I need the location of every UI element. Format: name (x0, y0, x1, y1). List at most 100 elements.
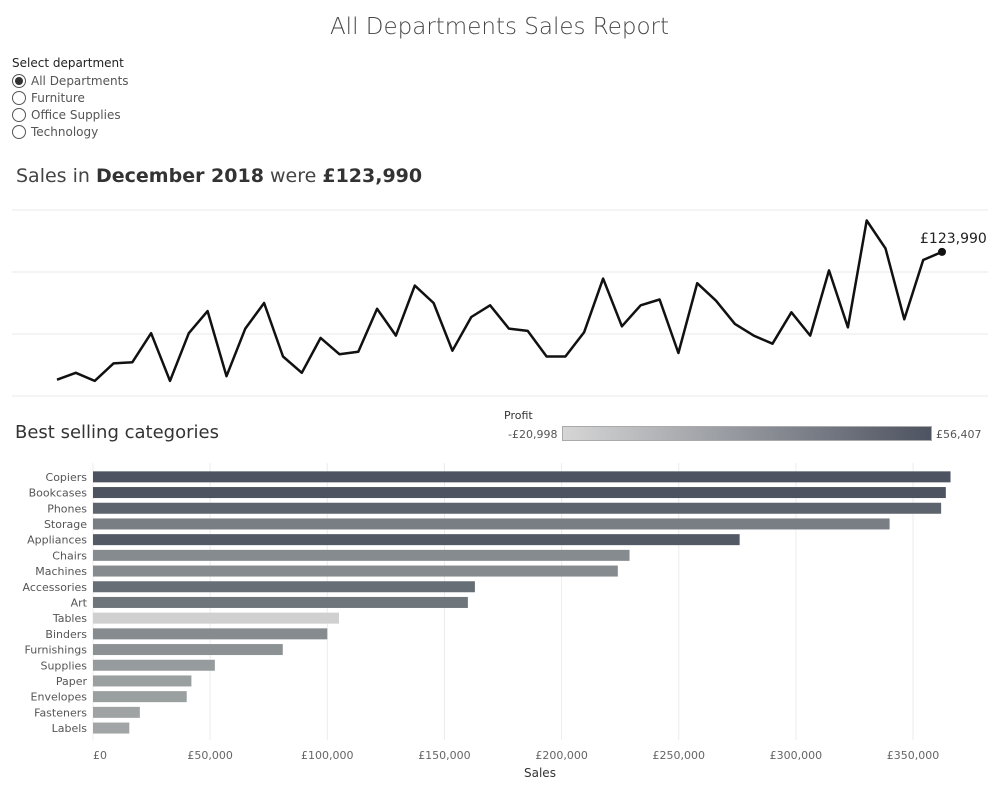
line-data-point[interactable] (281, 355, 284, 358)
line-data-point[interactable] (715, 299, 718, 302)
line-data-point[interactable] (602, 277, 605, 280)
line-data-point[interactable] (733, 322, 736, 325)
headline-amount: £123,990 (322, 165, 423, 187)
department-filter-label: Select department (12, 56, 124, 70)
radio-unselected-icon[interactable] (12, 107, 26, 122)
line-data-point[interactable] (489, 304, 492, 307)
category-label: Paper (56, 675, 88, 688)
category-label: Copiers (46, 471, 88, 484)
category-bar[interactable] (93, 675, 192, 687)
line-data-point[interactable] (112, 362, 115, 365)
sales-headline: Sales in December 2018 were £123,990 (16, 165, 422, 187)
category-label: Storage (44, 518, 87, 531)
line-data-point[interactable] (187, 332, 190, 335)
x-tick-label: £50,000 (187, 749, 233, 760)
line-data-point[interactable] (376, 307, 379, 310)
line-data-point[interactable] (696, 282, 699, 285)
category-bar[interactable] (93, 612, 340, 624)
category-bar[interactable] (93, 518, 890, 530)
category-bar[interactable] (93, 691, 187, 703)
line-data-point[interactable] (846, 326, 849, 329)
line-data-point[interactable] (865, 219, 868, 222)
line-data-point[interactable] (338, 353, 341, 356)
category-bar[interactable] (93, 565, 618, 577)
sales-line (56, 219, 943, 383)
radio-selected-icon[interactable] (12, 73, 26, 88)
line-data-point[interactable] (93, 379, 96, 382)
radio-unselected-icon[interactable] (12, 124, 26, 139)
line-data-point[interactable] (244, 327, 247, 330)
radio-office-supplies[interactable]: Office Supplies (12, 106, 129, 123)
x-tick-label: £250,000 (652, 749, 705, 760)
report-title: All Departments Sales Report (329, 14, 670, 40)
line-data-point[interactable] (545, 355, 548, 358)
line-data-point[interactable] (150, 332, 153, 335)
line-data-point[interactable] (790, 311, 793, 314)
line-data-point[interactable] (300, 371, 303, 374)
category-bar[interactable] (93, 581, 475, 593)
line-data-point[interactable] (771, 342, 774, 345)
radio-label: Technology (31, 124, 99, 139)
line-data-point[interactable] (828, 269, 831, 272)
line-data-point[interactable] (620, 325, 623, 328)
category-label: Supplies (40, 659, 87, 672)
line-data-point[interactable] (263, 302, 266, 305)
last-point-label: £123,990 (920, 231, 987, 247)
line-data-point[interactable] (357, 350, 360, 353)
line-data-point[interactable] (394, 334, 397, 337)
line-data-point[interactable] (470, 315, 473, 318)
line-data-point[interactable] (507, 327, 510, 330)
line-data-point[interactable] (319, 336, 322, 339)
line-data-point[interactable] (56, 378, 59, 381)
line-data-point[interactable] (922, 258, 925, 261)
line-data-point[interactable] (432, 302, 435, 305)
line-data-point[interactable] (752, 334, 755, 337)
radio-furniture[interactable]: Furniture (12, 89, 129, 106)
category-bar[interactable] (93, 722, 130, 734)
line-data-point[interactable] (131, 361, 134, 364)
x-tick-label: £200,000 (535, 749, 588, 760)
category-bar[interactable] (93, 502, 942, 514)
category-bar[interactable] (93, 549, 630, 561)
x-axis-title: Sales (524, 766, 556, 780)
line-data-point[interactable] (413, 284, 416, 287)
line-data-point[interactable] (583, 331, 586, 334)
line-data-point[interactable] (903, 318, 906, 321)
department-radio-group: All Departments Furniture Office Supplie… (12, 72, 129, 140)
category-label: Chairs (52, 549, 87, 562)
line-data-point[interactable] (451, 349, 454, 352)
category-bar[interactable] (93, 706, 140, 718)
line-data-point[interactable] (639, 304, 642, 307)
category-bar[interactable] (93, 487, 946, 499)
category-bar[interactable] (93, 534, 740, 546)
best-selling-title: Best selling categories (15, 422, 219, 443)
profit-legend-min: -£20,998 (508, 428, 558, 441)
line-data-point[interactable] (677, 351, 680, 354)
radio-unselected-icon[interactable] (12, 90, 26, 105)
radio-all-departments[interactable]: All Departments (12, 72, 129, 89)
line-data-point[interactable] (564, 355, 567, 358)
radio-technology[interactable]: Technology (12, 123, 129, 140)
profit-legend-max: £56,407 (936, 428, 982, 441)
category-label: Accessories (23, 581, 88, 594)
category-label: Furnishings (25, 644, 88, 657)
category-label: Envelopes (31, 691, 88, 704)
radio-label: Furniture (31, 90, 85, 105)
last-data-point[interactable] (938, 247, 946, 256)
category-bar[interactable] (93, 628, 328, 640)
line-data-point[interactable] (168, 379, 171, 382)
category-bar[interactable] (93, 644, 283, 656)
line-data-point[interactable] (74, 371, 77, 374)
line-data-point[interactable] (526, 329, 529, 332)
line-data-point[interactable] (658, 298, 661, 301)
category-bar[interactable] (93, 471, 951, 483)
category-bar[interactable] (93, 596, 468, 608)
line-data-point[interactable] (206, 310, 209, 313)
category-label: Machines (35, 565, 87, 578)
line-data-point[interactable] (884, 247, 887, 250)
category-bar[interactable] (93, 659, 215, 671)
line-data-point[interactable] (809, 334, 812, 337)
line-data-point[interactable] (225, 375, 228, 378)
category-sales-bar-chart: £0 £50,000 £100,000 £150,000 £200,000 £250,00… (23, 463, 951, 760)
headline-period: December 2018 (95, 165, 264, 187)
